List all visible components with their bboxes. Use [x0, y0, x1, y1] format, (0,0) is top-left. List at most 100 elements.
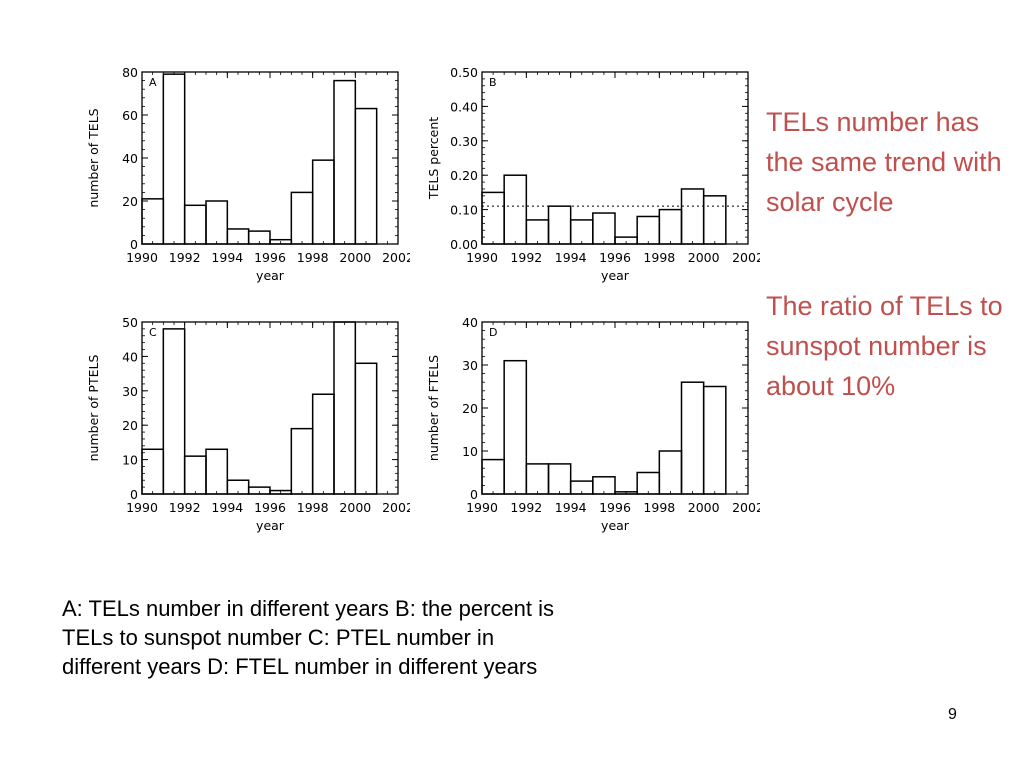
histogram-bar: [503, 359, 528, 495]
y-tick-label: 20: [462, 401, 478, 416]
side-note-ratio: The ratio of TELs to sunspot number is a…: [766, 291, 1003, 401]
x-tick-label: 1990: [466, 500, 498, 515]
y-tick-label: 40: [122, 151, 138, 166]
chart-svg: C 1990 1992 1994 1996 1998 2000 2002 0 10 20 30 40 50…: [86, 315, 410, 533]
x-tick-label: 1994: [555, 500, 587, 515]
panel-label: C: [149, 326, 157, 339]
y-tick-label: 0.50: [450, 65, 478, 80]
histogram-bar: [481, 458, 505, 495]
x-tick-label: 1996: [599, 500, 631, 515]
histogram-bar: [311, 159, 335, 245]
y-tick-label: 0.10: [450, 203, 478, 218]
x-tick-label: 2002: [382, 250, 410, 265]
plot-frame: [141, 71, 399, 245]
page-number: 9: [948, 706, 957, 723]
histogram-bar: [141, 198, 165, 245]
histogram-bar: [592, 212, 616, 245]
histogram-bar: [183, 455, 207, 495]
y-tick-label: 0.30: [450, 134, 478, 149]
x-tick-label: 1994: [211, 500, 243, 515]
x-tick-label: 1990: [126, 250, 158, 265]
y-tick-label: 80: [122, 65, 138, 80]
y-axis-label: number of FTELS: [426, 355, 441, 461]
histogram-bar: [503, 174, 528, 245]
histogram-bar: [311, 393, 335, 495]
x-tick-label: 1996: [599, 250, 631, 265]
histogram-bar: [658, 450, 683, 495]
x-tick-label: 1998: [297, 500, 329, 515]
histogram-bar: [183, 204, 207, 245]
histogram-bar: [354, 362, 378, 495]
histogram-bar: [525, 463, 550, 495]
y-tick-label: 50: [122, 315, 138, 330]
chart-panel-a: A 1990 1992 1994 1996 1998 2000 2002 0 20 40 60 80 ye…: [80, 62, 410, 302]
histogram-bar: [658, 208, 683, 245]
y-axis-label: number of PTELS: [86, 355, 101, 462]
x-tick-label: 1998: [643, 500, 675, 515]
histogram-bar: [205, 200, 229, 245]
x-tick-label: 2000: [339, 250, 371, 265]
histogram-bar: [702, 385, 727, 495]
y-axis-label: TELS percent: [426, 117, 441, 200]
x-axis-label: year: [256, 518, 285, 533]
y-tick-label: 0.00: [450, 237, 478, 252]
y-tick-label: 40: [462, 315, 478, 330]
histogram-bar: [636, 215, 661, 245]
y-tick-label: 0: [470, 487, 478, 502]
caption-line: A: TELs number in different years B: the…: [62, 596, 554, 621]
histogram-bar: [247, 230, 271, 245]
side-note-trend: TELs number has the same trend with sola…: [766, 107, 1002, 217]
y-axis-label: number of TELS: [86, 108, 101, 207]
x-tick-label: 1994: [555, 250, 587, 265]
x-tick-label: 1990: [466, 250, 498, 265]
histogram-bar: [481, 191, 505, 245]
y-tick-label: 30: [462, 358, 478, 373]
x-tick-label: 1992: [169, 500, 201, 515]
x-tick-label: 1990: [126, 500, 158, 515]
y-tick-label: 0.20: [450, 168, 478, 183]
chart-svg: B 1990 1992 1994 1996 1998 2000 2002 0.00 0.10 0.2…: [426, 65, 760, 283]
histogram-bar: [333, 79, 357, 245]
histogram-bar: [290, 427, 314, 495]
y-tick-label: 30: [122, 384, 138, 399]
x-tick-label: 1994: [211, 250, 243, 265]
x-tick-label: 1992: [510, 250, 542, 265]
histogram-bar: [569, 219, 594, 245]
histogram-bar: [636, 471, 661, 495]
x-tick-label: 1992: [510, 500, 542, 515]
x-axis-label: year: [601, 268, 630, 283]
histogram-bar: [680, 188, 705, 245]
histogram-bar: [205, 448, 229, 495]
y-tick-label: 60: [122, 108, 138, 123]
figure-caption: A: TELs number in different years B: the…: [62, 594, 742, 681]
x-tick-label: 2000: [339, 500, 371, 515]
panel-label: A: [149, 76, 157, 89]
chart-svg: A 1990 1992 1994 1996 1998 2000 2002 0 20 40 60 80 ye…: [86, 65, 410, 283]
plot-frame: [141, 321, 399, 495]
x-tick-label: 2002: [732, 250, 760, 265]
histogram-bar: [162, 73, 186, 245]
histogram-bar: [702, 195, 727, 245]
y-tick-label: 20: [122, 418, 138, 433]
caption-line: different years D: FTEL number in differ…: [62, 654, 538, 679]
histogram-bar: [680, 381, 705, 495]
panel-label: B: [489, 76, 497, 89]
histogram-bar: [354, 107, 378, 245]
y-tick-label: 10: [462, 444, 478, 459]
x-axis-label: year: [601, 518, 630, 533]
y-tick-label: 20: [122, 194, 138, 209]
x-tick-label: 1996: [254, 500, 286, 515]
plot-frame: [481, 321, 749, 495]
histogram-bar: [547, 463, 572, 495]
x-tick-label: 1998: [297, 250, 329, 265]
histogram-bar: [141, 448, 165, 495]
y-tick-label: 40: [122, 349, 138, 364]
chart-panel-b: B 1990 1992 1994 1996 1998 2000 2002 0.00 0.10 0.2…: [420, 62, 760, 302]
x-tick-label: 1992: [169, 250, 201, 265]
x-tick-label: 1996: [254, 250, 286, 265]
chart-panel-d: D 1990 1992 1994 1996 1998 2000 2002 0 10 20 30 40 ye…: [420, 312, 760, 552]
histogram-bar: [592, 476, 616, 495]
x-tick-label: 1998: [643, 250, 675, 265]
y-tick-label: 0: [130, 237, 138, 252]
chart-panel-c: C 1990 1992 1994 1996 1998 2000 2002 0 10 20 30 40 50…: [80, 312, 410, 552]
